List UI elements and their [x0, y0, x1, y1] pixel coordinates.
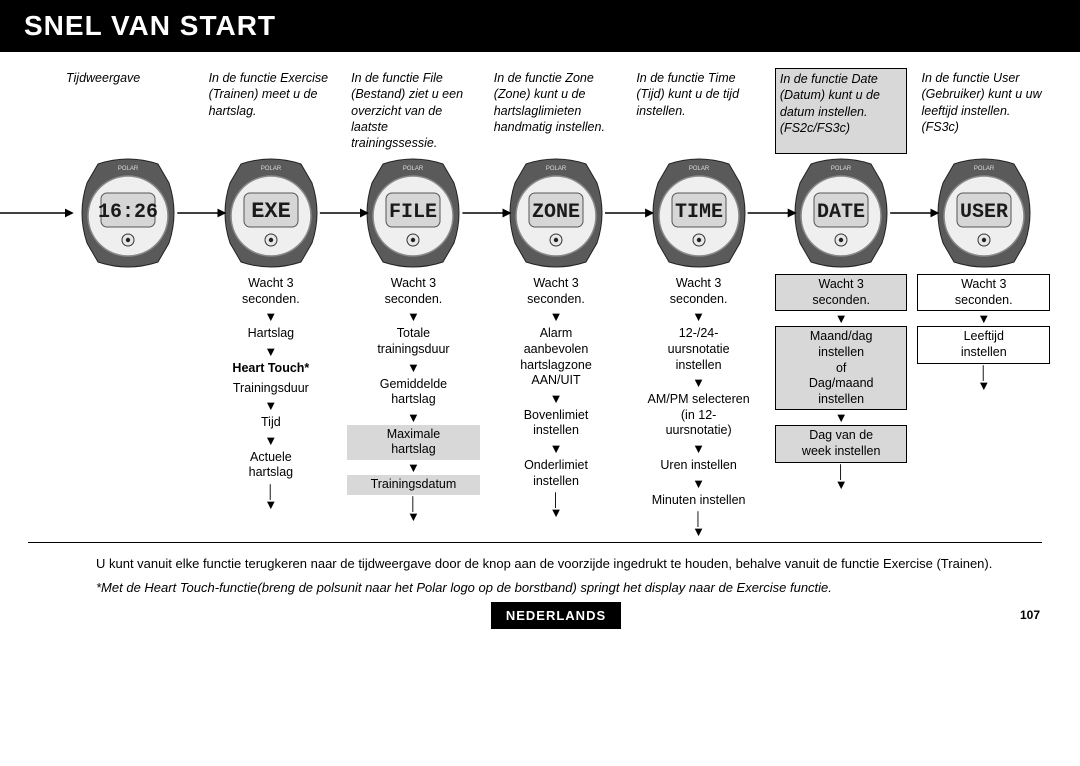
watch-display: FILE — [389, 201, 437, 224]
step: Heart Touch* — [205, 359, 338, 379]
step: Wacht 3 seconden. — [490, 274, 623, 309]
watch-icon: POLAR 16:26 — [73, 158, 183, 268]
watch-display: ZONE — [532, 201, 580, 224]
col-steps: Wacht 3 seconden.▼Maand/dag instellen of… — [775, 274, 908, 489]
down-arrow-icon: ▼ — [632, 376, 765, 389]
svg-text:POLAR: POLAR — [831, 166, 852, 172]
col-steps: Wacht 3 seconden.▼12-/24- uursnotatie in… — [632, 274, 765, 536]
content-area: Tijdweergave POLAR 16:26 In de functie E… — [0, 52, 1080, 629]
step: Totale trainingsduur — [347, 324, 480, 359]
col-steps: Wacht 3 seconden.▼Leeftijd instellen │▼ — [917, 274, 1050, 390]
step: Wacht 3 seconden. — [205, 274, 338, 309]
column-user: In de functie User (Gebruiker) kunt u uw… — [917, 68, 1050, 536]
down-arrow-icon: ▼ — [632, 442, 765, 455]
end-arrow-icon: │▼ — [347, 497, 480, 523]
end-arrow-icon: │▼ — [775, 465, 908, 491]
end-arrow-icon: │▼ — [632, 512, 765, 538]
col-steps: Wacht 3 seconden.▼Hartslag▼Heart Touch*T… — [205, 274, 338, 509]
step: 12-/24- uursnotatie instellen — [632, 324, 765, 375]
col-desc: Tijdweergave — [62, 68, 195, 154]
down-arrow-icon: ▼ — [205, 399, 338, 412]
down-arrow-icon: ▼ — [490, 442, 623, 455]
footer-lang: NEDERLANDS — [491, 602, 621, 629]
step: Alarm aanbevolen hartslagzone AAN/UIT — [490, 324, 623, 391]
note-return: U kunt vanuit elke functie terugkeren na… — [96, 555, 1050, 573]
step: Actuele hartslag — [205, 448, 338, 483]
down-arrow-icon: ▼ — [917, 312, 1050, 325]
down-arrow-icon: ▼ — [347, 361, 480, 374]
svg-text:POLAR: POLAR — [974, 166, 995, 172]
down-arrow-icon: ▼ — [775, 411, 908, 424]
col-desc: In de functie User (Gebruiker) kunt u uw… — [917, 68, 1050, 154]
down-arrow-icon: ▼ — [347, 411, 480, 424]
watch-icon: POLAR ZONE — [501, 158, 611, 268]
column-file: In de functie File (Bestand) ziet u een … — [347, 68, 480, 536]
svg-text:POLAR: POLAR — [403, 166, 424, 172]
svg-text:POLAR: POLAR — [688, 166, 709, 172]
col-desc: In de functie Date (Datum) kunt u de dat… — [775, 68, 908, 154]
page-title: SNEL VAN START — [0, 0, 1080, 52]
step: Maximale hartslag — [347, 425, 480, 460]
svg-text:POLAR: POLAR — [118, 166, 139, 172]
down-arrow-icon: ▼ — [490, 392, 623, 405]
col-desc: In de functie Zone (Zone) kunt u de hart… — [490, 68, 623, 154]
column-time: In de functie Time (Tijd) kunt u de tijd… — [632, 68, 765, 536]
down-arrow-icon: ▼ — [347, 461, 480, 474]
watch-icon: POLAR DATE — [786, 158, 896, 268]
step: Maand/dag instellen of Dag/maand instell… — [775, 326, 908, 410]
col-desc: In de functie Time (Tijd) kunt u de tijd… — [632, 68, 765, 154]
watch-columns: Tijdweergave POLAR 16:26 In de functie E… — [62, 68, 1050, 536]
step: Bovenlimiet instellen — [490, 406, 623, 441]
step: Wacht 3 seconden. — [632, 274, 765, 309]
note-hearttouch: *Met de Heart Touch-functie(breng de pol… — [96, 579, 1050, 597]
down-arrow-icon: ▼ — [775, 312, 908, 325]
watch-icon: POLAR EXE — [216, 158, 326, 268]
down-arrow-icon: ▼ — [205, 345, 338, 358]
down-arrow-icon: ▼ — [490, 310, 623, 323]
down-arrow-icon: ▼ — [205, 310, 338, 323]
watch-display: DATE — [817, 201, 865, 224]
step: Wacht 3 seconden. — [775, 274, 908, 311]
step: Uren instellen — [632, 456, 765, 476]
watch-display: TIME — [675, 201, 723, 224]
down-arrow-icon: ▼ — [632, 310, 765, 323]
watch-icon: POLAR FILE — [358, 158, 468, 268]
step: Dag van de week instellen — [775, 425, 908, 462]
step: Trainingsdatum — [347, 475, 480, 495]
step: Trainingsduur — [205, 379, 338, 399]
svg-text:POLAR: POLAR — [546, 166, 567, 172]
end-arrow-icon: │▼ — [205, 485, 338, 511]
footer-page: 107 — [1020, 608, 1040, 622]
down-arrow-icon: ▼ — [632, 477, 765, 490]
step: Gemiddelde hartslag — [347, 375, 480, 410]
step: Hartslag — [205, 324, 338, 344]
end-arrow-icon: │▼ — [490, 493, 623, 519]
watch-display: EXE — [251, 199, 291, 224]
step: Minuten instellen — [632, 491, 765, 511]
step: Onderlimiet instellen — [490, 456, 623, 491]
column-zone: In de functie Zone (Zone) kunt u de hart… — [490, 68, 623, 536]
column-date: In de functie Date (Datum) kunt u de dat… — [775, 68, 908, 536]
watch-display: USER — [960, 201, 1008, 224]
watch-icon: POLAR USER — [929, 158, 1039, 268]
col-desc: In de functie File (Bestand) ziet u een … — [347, 68, 480, 154]
watch-icon: POLAR TIME — [644, 158, 754, 268]
down-arrow-icon: ▼ — [347, 310, 480, 323]
column-tijd: Tijdweergave POLAR 16:26 — [62, 68, 195, 536]
column-exe: In de functie Exercise (Trainen) meet u … — [205, 68, 338, 536]
col-steps: Wacht 3 seconden.▼Totale trainingsduur▼G… — [347, 274, 480, 521]
return-line — [28, 542, 1042, 543]
step: AM/PM selecteren (in 12- uursnotatie) — [632, 390, 765, 441]
col-steps: Wacht 3 seconden.▼Alarm aanbevolen harts… — [490, 274, 623, 517]
step: Wacht 3 seconden. — [347, 274, 480, 309]
footer: NEDERLANDS 107 — [62, 602, 1050, 629]
end-arrow-icon: │▼ — [917, 366, 1050, 392]
svg-text:POLAR: POLAR — [261, 166, 282, 172]
step: Leeftijd instellen — [917, 326, 1050, 363]
down-arrow-icon: ▼ — [205, 434, 338, 447]
col-desc: In de functie Exercise (Trainen) meet u … — [205, 68, 338, 154]
step: Wacht 3 seconden. — [917, 274, 1050, 311]
watch-display: 16:26 — [98, 201, 158, 224]
step: Tijd — [205, 413, 338, 433]
